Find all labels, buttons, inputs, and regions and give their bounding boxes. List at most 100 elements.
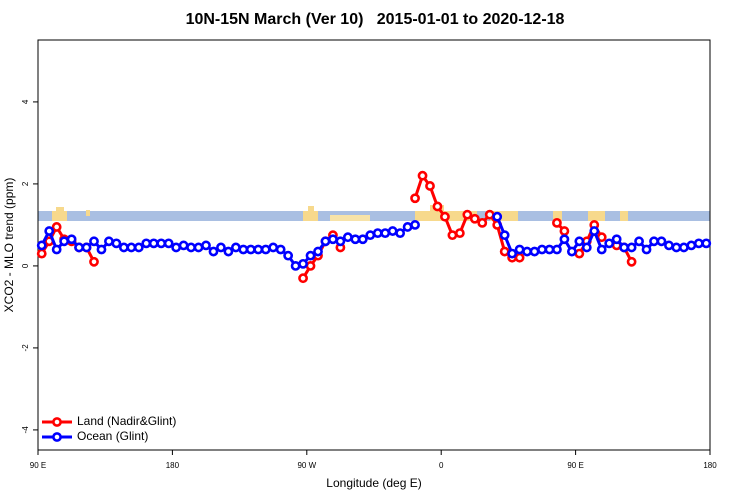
x-tick-label: 180 <box>703 461 717 470</box>
data-point <box>305 250 316 261</box>
data-point <box>566 246 577 257</box>
data-point <box>141 238 152 249</box>
data-point <box>96 244 107 255</box>
data-point <box>537 244 547 255</box>
legend-marker <box>52 432 62 442</box>
data-point <box>417 170 428 181</box>
data-point <box>604 238 615 249</box>
data-point <box>89 256 99 267</box>
data-point <box>201 240 211 251</box>
data-point <box>133 242 144 253</box>
data-point <box>365 230 376 241</box>
data-point <box>320 236 331 247</box>
data-point <box>350 234 361 245</box>
data-point <box>686 240 697 251</box>
data-point <box>298 258 308 269</box>
data-point <box>208 246 219 257</box>
data-point <box>387 226 398 236</box>
data-point <box>290 261 301 271</box>
series <box>36 211 712 271</box>
data-point <box>507 248 518 259</box>
data-point <box>581 242 592 253</box>
x-tick-label: 90 E <box>567 461 583 470</box>
data-point <box>380 228 391 239</box>
data-point <box>59 236 70 247</box>
y-tick-label: -4 <box>21 426 30 434</box>
data-point <box>492 211 503 222</box>
data-point <box>357 234 368 245</box>
series-line <box>40 174 633 279</box>
land-mask-strip <box>38 205 710 221</box>
data-point <box>156 238 167 249</box>
data-point <box>36 248 47 259</box>
data-point <box>216 242 226 253</box>
data-point <box>671 242 682 253</box>
data-point <box>678 242 689 253</box>
data-point <box>268 242 279 253</box>
data-point <box>283 250 294 261</box>
data-point <box>432 201 443 212</box>
data-point <box>574 236 585 247</box>
data-point <box>111 238 122 249</box>
data-point <box>275 244 286 255</box>
data-point <box>544 244 555 255</box>
data-point <box>559 234 570 245</box>
data-point <box>148 238 159 249</box>
data-point <box>499 246 510 257</box>
data-point <box>454 228 465 239</box>
data-point <box>230 242 241 253</box>
data-point <box>305 261 316 271</box>
data-point <box>342 232 353 243</box>
data-point <box>335 236 346 247</box>
data-point <box>395 228 406 239</box>
data-point <box>51 244 62 255</box>
data-point <box>626 242 637 253</box>
x-axis-label: Longitude (deg E) <box>326 476 421 490</box>
data-point <box>514 244 525 255</box>
x-tick-label: 180 <box>166 461 180 470</box>
data-point <box>462 209 473 220</box>
data-point <box>313 246 323 257</box>
data-point <box>171 242 182 253</box>
y-tick-label: 2 <box>21 181 30 186</box>
data-point <box>186 242 196 253</box>
data-point <box>552 244 562 255</box>
data-point <box>126 242 137 253</box>
data-point <box>514 252 525 263</box>
y-tick-label: 0 <box>21 263 30 268</box>
data-point <box>664 240 674 251</box>
data-point <box>104 236 114 247</box>
data-point <box>656 236 667 247</box>
data-point <box>649 236 659 247</box>
data-point <box>552 217 562 228</box>
data-point <box>89 236 99 247</box>
data-point <box>596 244 607 255</box>
data-point <box>51 222 62 232</box>
data-point <box>223 246 234 257</box>
chart-title: 10N-15N March (Ver 10) 2015-01-01 to 202… <box>186 11 565 28</box>
data-point <box>238 244 249 255</box>
legend-label: Land (Nadir&Glint) <box>77 414 176 428</box>
data-point <box>66 234 77 245</box>
data-point <box>410 220 420 230</box>
data-point <box>245 244 256 255</box>
data-point <box>484 209 495 220</box>
data-point <box>469 213 480 224</box>
data-point <box>611 234 622 245</box>
data-point <box>447 230 458 241</box>
y-tick-label: -2 <box>21 344 30 352</box>
data-point <box>522 246 532 257</box>
data-point <box>163 238 174 249</box>
data-point <box>36 240 47 251</box>
data-point <box>74 242 84 253</box>
data-point <box>425 181 435 191</box>
x-tick-label: 0 <box>439 461 444 470</box>
data-point <box>589 226 600 236</box>
data-point <box>328 234 338 245</box>
data-point <box>81 242 92 253</box>
x-tick-label: 90 W <box>297 461 316 470</box>
data-point <box>641 244 652 255</box>
data-point <box>529 246 540 257</box>
data-point <box>693 238 704 249</box>
